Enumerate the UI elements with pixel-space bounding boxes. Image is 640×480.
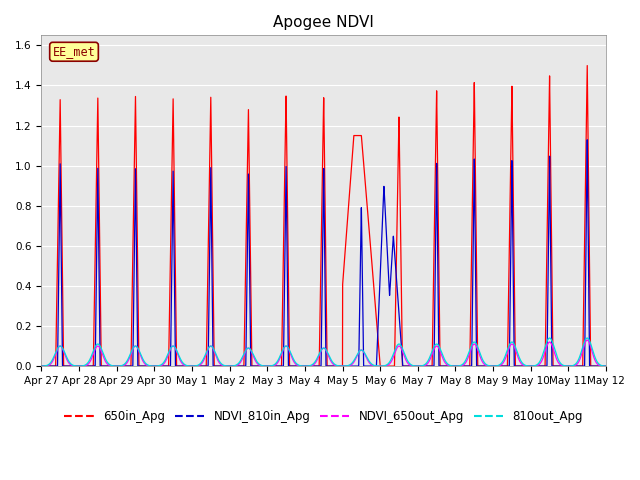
NDVI_650out_Apg	[602, 363, 610, 369]
810out_Apg	[152, 363, 160, 369]
650in_Apg	[249, 363, 257, 369]
NDVI_810in_Apg	[152, 363, 160, 369]
810out_Apg	[249, 350, 257, 356]
NDVI_650out_Apg	[38, 363, 45, 369]
650in_Apg	[158, 363, 166, 369]
NDVI_650out_Apg	[249, 352, 257, 358]
810out_Apg	[402, 354, 410, 360]
NDVI_650out_Apg	[402, 357, 410, 362]
Title: Apogee NDVI: Apogee NDVI	[273, 15, 374, 30]
810out_Apg	[602, 363, 610, 369]
Line: NDVI_810in_Apg: NDVI_810in_Apg	[42, 140, 606, 366]
NDVI_810in_Apg	[482, 363, 490, 369]
NDVI_810in_Apg	[600, 363, 608, 369]
650in_Apg	[600, 363, 608, 369]
810out_Apg	[600, 363, 608, 369]
650in_Apg	[152, 363, 160, 369]
NDVI_650out_Apg	[482, 362, 490, 368]
Line: 810out_Apg: 810out_Apg	[42, 338, 606, 366]
650in_Apg	[584, 63, 591, 69]
810out_Apg	[158, 361, 166, 367]
Line: NDVI_650out_Apg: NDVI_650out_Apg	[42, 340, 606, 366]
NDVI_810in_Apg	[402, 363, 410, 369]
810out_Apg	[38, 363, 45, 369]
810out_Apg	[584, 335, 591, 341]
NDVI_810in_Apg	[602, 363, 610, 369]
NDVI_810in_Apg	[38, 363, 45, 369]
650in_Apg	[602, 363, 610, 369]
650in_Apg	[482, 363, 490, 369]
Legend: 650in_Apg, NDVI_810in_Apg, NDVI_650out_Apg, 810out_Apg: 650in_Apg, NDVI_810in_Apg, NDVI_650out_A…	[60, 405, 588, 428]
650in_Apg	[402, 363, 410, 369]
NDVI_650out_Apg	[584, 337, 591, 343]
NDVI_650out_Apg	[158, 362, 166, 368]
810out_Apg	[482, 361, 490, 367]
Text: EE_met: EE_met	[52, 45, 95, 58]
NDVI_810in_Apg	[249, 363, 257, 369]
650in_Apg	[38, 363, 45, 369]
NDVI_650out_Apg	[600, 363, 608, 369]
NDVI_810in_Apg	[158, 363, 166, 369]
NDVI_650out_Apg	[152, 363, 160, 369]
Line: 650in_Apg: 650in_Apg	[42, 66, 606, 366]
NDVI_810in_Apg	[584, 137, 591, 143]
